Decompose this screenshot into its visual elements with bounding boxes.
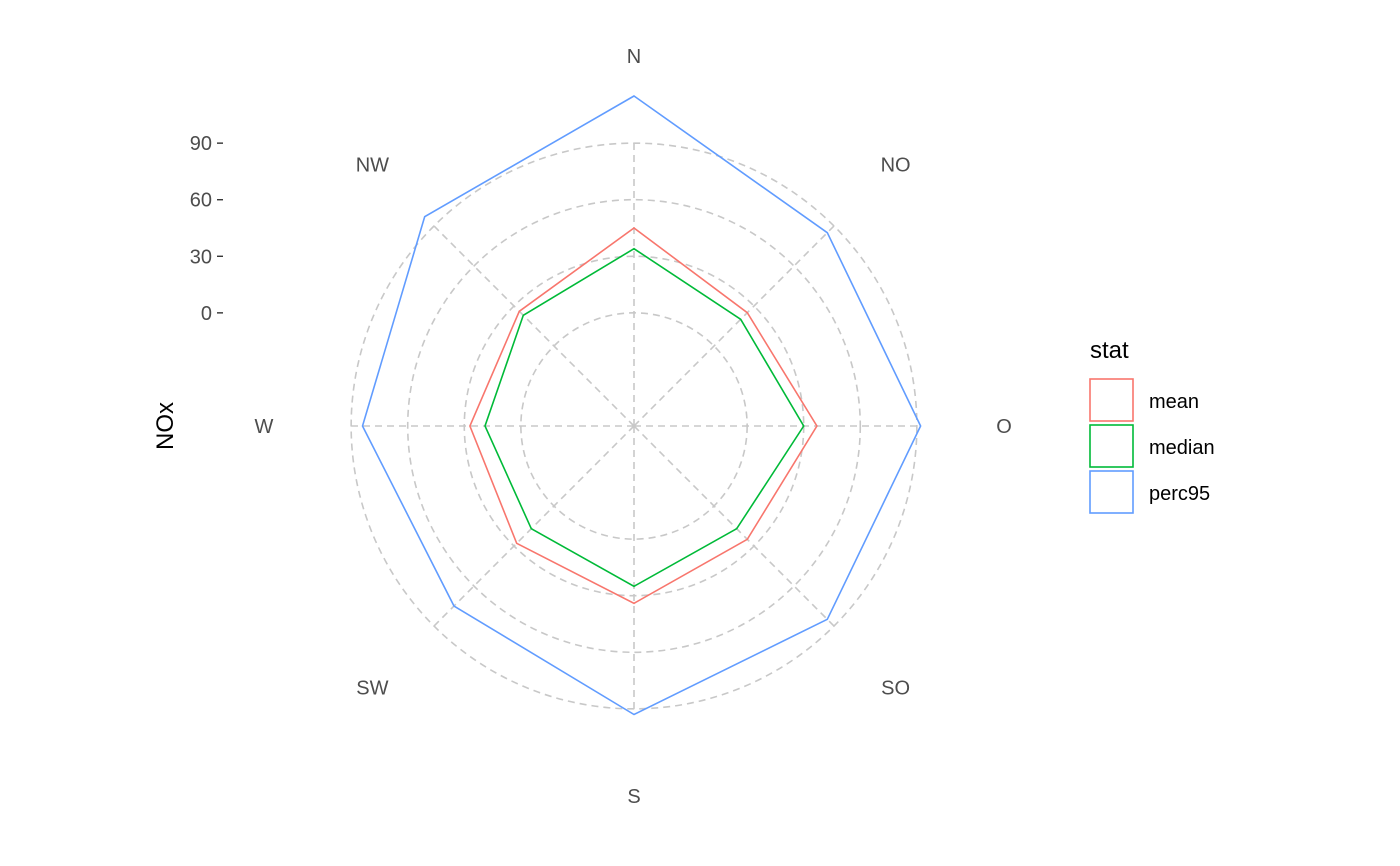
grid-spoke: [433, 225, 635, 427]
series-line-median: [484, 247, 805, 588]
y-tick-label: 0: [201, 303, 212, 325]
grid-spoke: [633, 225, 835, 427]
legend-label-perc95: perc95: [1149, 483, 1210, 505]
direction-label-s: S: [627, 786, 640, 808]
legend-label-mean: mean: [1149, 391, 1199, 413]
y-tick-label: 30: [190, 246, 212, 268]
legend-title: stat: [1090, 337, 1129, 364]
direction-label-no: NO: [881, 154, 911, 176]
grid-spoke: [433, 425, 635, 627]
direction-labels: N NO O SO S SW W NW: [255, 46, 1012, 808]
legend-key-median: [1089, 424, 1134, 468]
grid-circle: [406, 198, 862, 654]
legend: stat mean median perc95: [1089, 337, 1215, 514]
direction-label-so: SO: [881, 678, 910, 700]
legend-key-mean: [1089, 378, 1134, 422]
direction-label-n: N: [627, 46, 641, 68]
y-tick-label: 90: [190, 133, 212, 155]
grid-spoke: [633, 425, 835, 627]
series-layer: [361, 95, 922, 716]
direction-label-w: W: [255, 416, 274, 438]
series-line-mean: [469, 227, 818, 605]
direction-label-sw: SW: [356, 678, 388, 700]
series-line-perc95: [361, 95, 922, 716]
direction-label-nw: NW: [356, 154, 389, 176]
y-axis-title: NOx: [152, 402, 179, 450]
legend-key-perc95: [1089, 470, 1134, 514]
y-tick-label: 60: [190, 190, 212, 212]
legend-label-median: median: [1149, 437, 1215, 459]
direction-label-o: O: [996, 416, 1012, 438]
y-axis: NOx 0 30 60 90: [152, 133, 223, 450]
